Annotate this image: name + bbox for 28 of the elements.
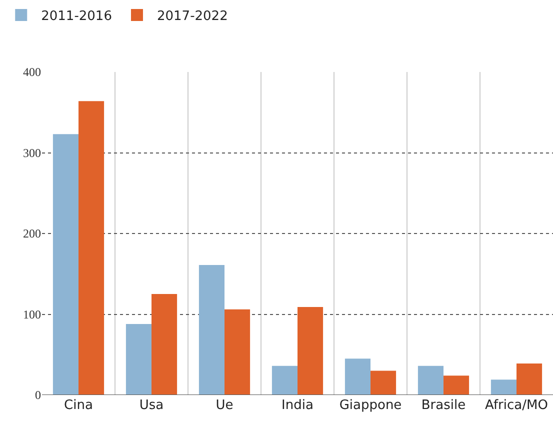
x-tick-label: Giappone (339, 398, 402, 413)
x-tick-label: Brasile (421, 398, 466, 413)
y-tick-label: 300 (23, 146, 41, 160)
y-tick-label: 400 (23, 65, 41, 80)
bar (152, 294, 178, 395)
bar (126, 324, 152, 395)
bar (444, 376, 470, 395)
y-tick-label: 0 (35, 388, 41, 402)
x-tick-label: Africa/MO (485, 398, 548, 413)
bar (78, 101, 104, 395)
bar (418, 366, 444, 395)
x-tick-label: Cina (64, 398, 93, 413)
bar (490, 380, 516, 395)
x-tick-label: Ue (216, 398, 234, 413)
y-tick-label: 100 (23, 307, 41, 322)
bar (198, 264, 224, 395)
legend-label: 2017-2022 (156, 9, 228, 24)
bar (344, 358, 370, 395)
bar (52, 134, 78, 395)
bar (370, 370, 396, 395)
x-tick-label: India (282, 398, 314, 413)
bar (516, 364, 542, 395)
x-tick-label: Usa (139, 398, 164, 413)
bar (272, 366, 298, 395)
bar (298, 306, 324, 395)
bar (224, 309, 250, 395)
legend-label: 2011-2016 (41, 9, 112, 24)
y-tick-label: 200 (23, 226, 41, 241)
